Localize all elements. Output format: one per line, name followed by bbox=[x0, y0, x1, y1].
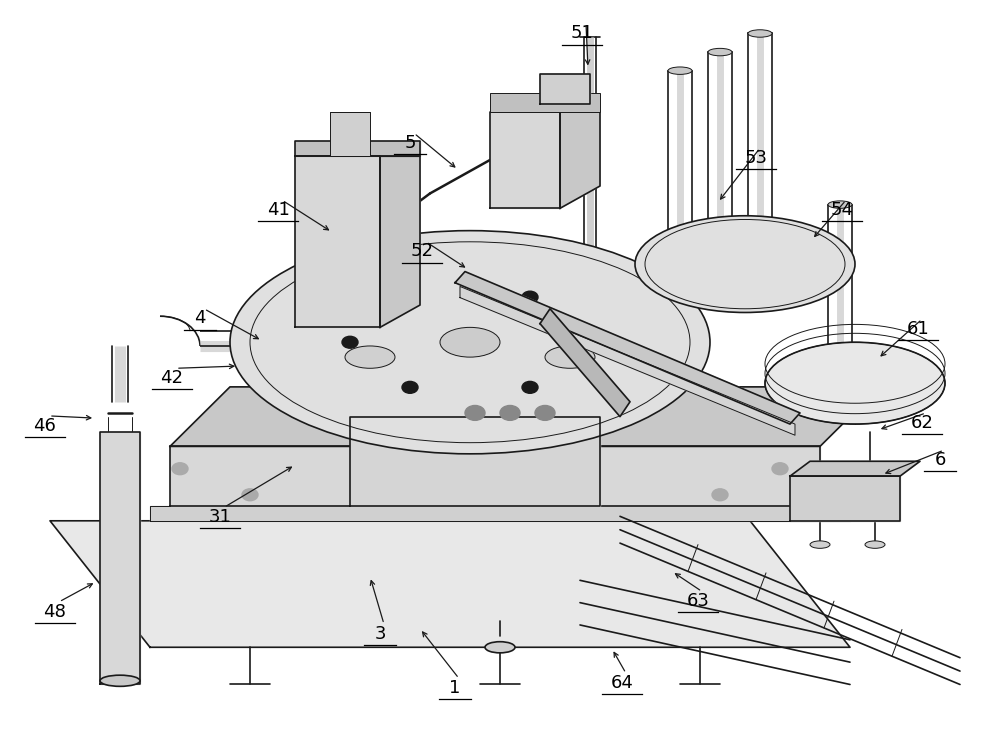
Ellipse shape bbox=[485, 641, 515, 653]
Circle shape bbox=[535, 405, 555, 420]
Bar bbox=[490, 93, 600, 112]
Polygon shape bbox=[50, 521, 850, 647]
Polygon shape bbox=[790, 476, 900, 521]
Polygon shape bbox=[295, 141, 420, 156]
Circle shape bbox=[465, 405, 485, 420]
Ellipse shape bbox=[828, 201, 852, 208]
Text: 64: 64 bbox=[611, 674, 633, 692]
Circle shape bbox=[522, 291, 538, 303]
Text: 3: 3 bbox=[374, 625, 386, 643]
Bar bbox=[330, 112, 370, 156]
Polygon shape bbox=[540, 74, 590, 104]
Polygon shape bbox=[170, 446, 820, 506]
Circle shape bbox=[772, 463, 788, 475]
Ellipse shape bbox=[545, 346, 595, 368]
Polygon shape bbox=[100, 432, 140, 684]
Polygon shape bbox=[350, 417, 600, 506]
Polygon shape bbox=[150, 506, 850, 521]
Polygon shape bbox=[490, 112, 560, 208]
Text: 63: 63 bbox=[687, 592, 709, 610]
Text: 48: 48 bbox=[44, 603, 66, 620]
Text: 42: 42 bbox=[160, 369, 184, 387]
Polygon shape bbox=[380, 156, 420, 327]
Circle shape bbox=[342, 336, 358, 348]
Ellipse shape bbox=[708, 48, 732, 56]
Polygon shape bbox=[540, 309, 630, 417]
Ellipse shape bbox=[668, 67, 692, 74]
Polygon shape bbox=[455, 272, 800, 424]
Polygon shape bbox=[790, 461, 920, 476]
Text: 31: 31 bbox=[209, 508, 231, 526]
Ellipse shape bbox=[440, 327, 500, 357]
Text: 4: 4 bbox=[194, 310, 206, 327]
Circle shape bbox=[712, 489, 728, 501]
Ellipse shape bbox=[345, 346, 395, 368]
Circle shape bbox=[402, 291, 418, 303]
Ellipse shape bbox=[100, 676, 140, 686]
Text: 41: 41 bbox=[267, 201, 289, 219]
Polygon shape bbox=[460, 286, 795, 435]
Circle shape bbox=[582, 336, 598, 348]
Polygon shape bbox=[295, 156, 380, 327]
Ellipse shape bbox=[748, 30, 772, 37]
Circle shape bbox=[500, 405, 520, 420]
Text: 6: 6 bbox=[934, 451, 946, 469]
Ellipse shape bbox=[230, 231, 710, 454]
Ellipse shape bbox=[810, 541, 830, 548]
Circle shape bbox=[242, 489, 258, 501]
Text: 53: 53 bbox=[744, 149, 768, 167]
Ellipse shape bbox=[635, 216, 855, 312]
Text: 54: 54 bbox=[830, 201, 854, 219]
Circle shape bbox=[402, 382, 418, 394]
Text: 46: 46 bbox=[34, 417, 56, 434]
Ellipse shape bbox=[865, 541, 885, 548]
Text: 61: 61 bbox=[907, 320, 929, 338]
Polygon shape bbox=[560, 112, 600, 208]
Circle shape bbox=[522, 382, 538, 394]
Text: 1: 1 bbox=[449, 679, 461, 697]
Circle shape bbox=[172, 463, 188, 475]
Text: 51: 51 bbox=[571, 25, 593, 42]
Ellipse shape bbox=[765, 342, 945, 424]
Text: 62: 62 bbox=[911, 414, 933, 432]
Polygon shape bbox=[170, 387, 880, 446]
Text: 5: 5 bbox=[404, 134, 416, 152]
Text: 52: 52 bbox=[411, 243, 434, 260]
